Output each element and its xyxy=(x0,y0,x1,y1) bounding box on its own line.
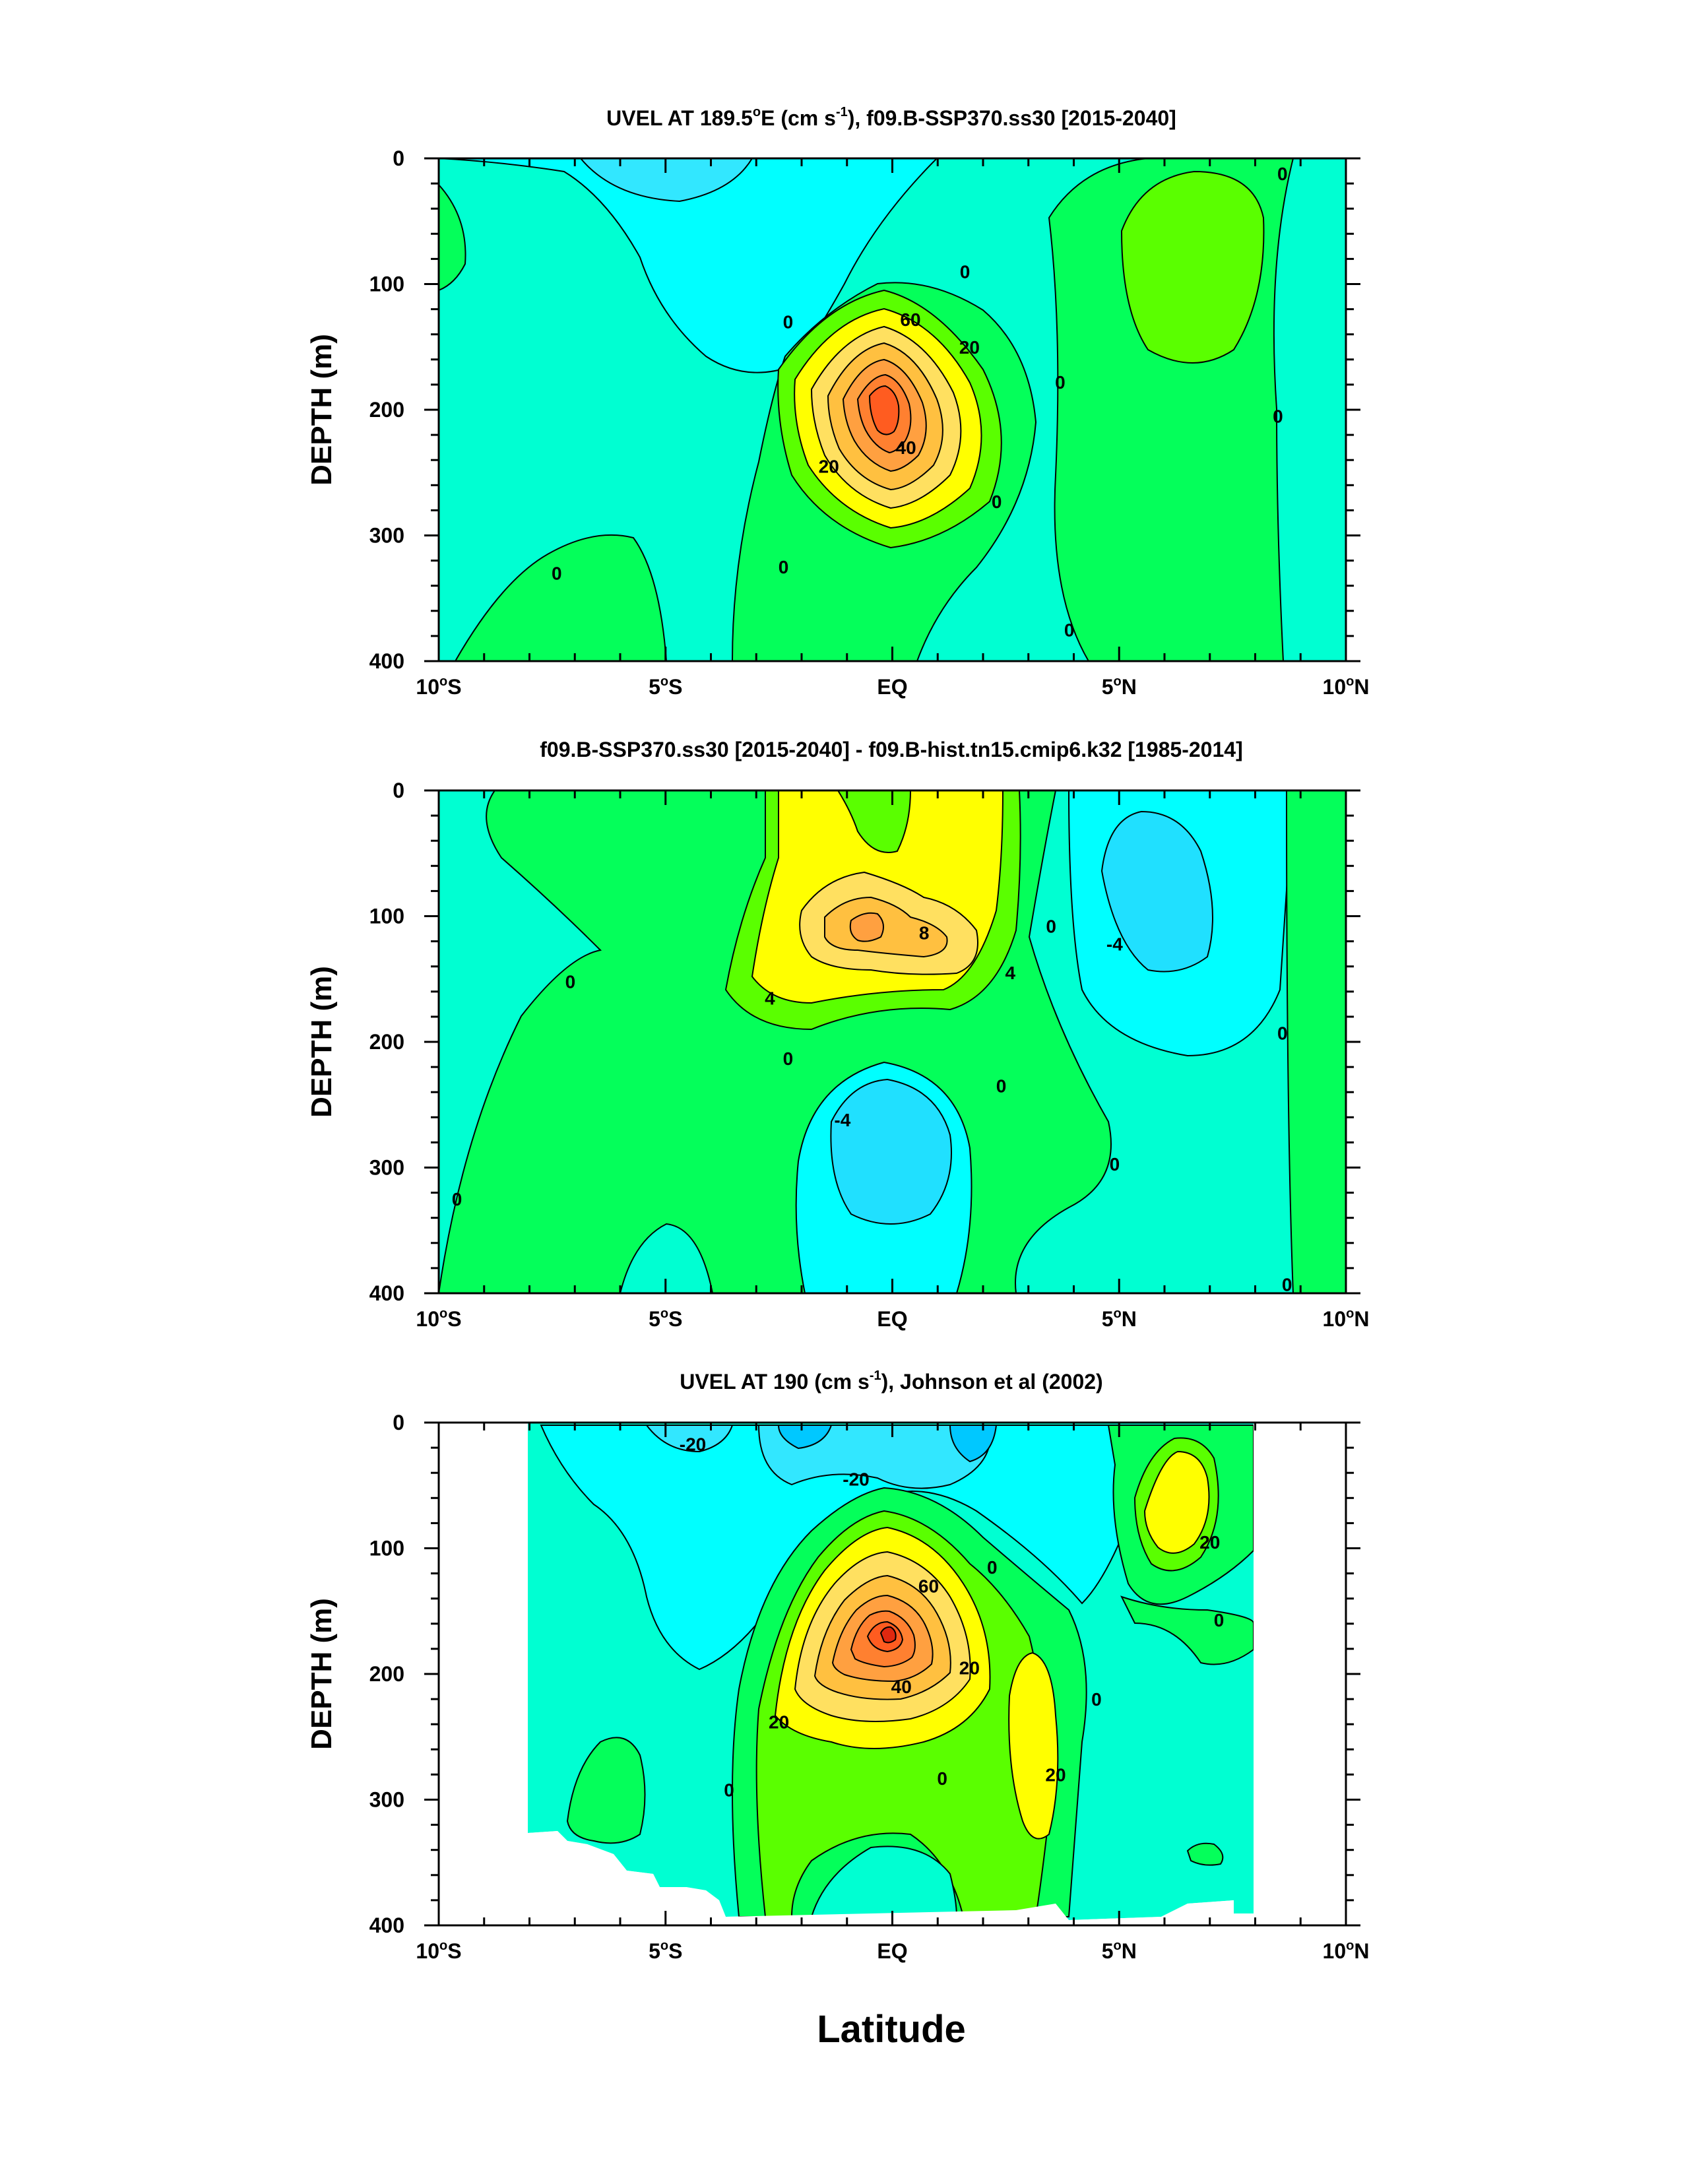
x-tick-label: 10oN xyxy=(1323,1939,1370,1963)
contour-label: 4 xyxy=(1005,963,1015,983)
y-tick-label: 200 xyxy=(369,1662,404,1686)
contour-label: 0 xyxy=(452,1189,462,1209)
contour-label: 0 xyxy=(783,1048,794,1069)
contour-label: 20 xyxy=(819,457,839,477)
panel-1: UVEL AT 189.5oE (cm s-1), f09.B-SSP370.s… xyxy=(305,105,1369,699)
panel-1-title: UVEL AT 189.5oE (cm s-1), f09.B-SSP370.s… xyxy=(606,105,1176,130)
contour-label: -4 xyxy=(834,1110,850,1130)
x-tick-label: 5oS xyxy=(649,1939,682,1963)
contour-label: -20 xyxy=(843,1469,869,1490)
contour-label: 40 xyxy=(896,437,916,458)
contour-label: -20 xyxy=(680,1434,706,1454)
y-tick-label: 200 xyxy=(369,1030,404,1054)
panel-2: f09.B-SSP370.ss30 [2015-2040] - f09.B-hi… xyxy=(305,738,1369,1331)
y-tick-label: 0 xyxy=(393,1411,404,1434)
y-tick-label: 400 xyxy=(369,1281,404,1305)
panel-1-contour-labels: 0 0 0 0 0 0 0 0 0 20 20 40 60 xyxy=(552,164,1288,641)
contour-label: 0 xyxy=(1282,1275,1292,1295)
x-tick-label: EQ xyxy=(877,675,907,699)
x-tick-label: 10oS xyxy=(416,674,461,699)
contour-label: 0 xyxy=(783,312,794,333)
contour-label: 0 xyxy=(1055,372,1066,393)
panel-2-ylabel: DEPTH (m) xyxy=(305,966,338,1118)
y-tick-label: 100 xyxy=(369,905,404,928)
y-tick-label: 100 xyxy=(369,1537,404,1560)
x-tick-label: 5oN xyxy=(1102,674,1137,699)
y-tick-label: 300 xyxy=(369,1788,404,1812)
contour-label: 0 xyxy=(987,1557,998,1578)
contour-label: 0 xyxy=(1091,1689,1102,1710)
contour-label: -4 xyxy=(1106,934,1123,954)
contour-label: 0 xyxy=(996,1076,1007,1097)
panel-3: UVEL AT 190 (cm s-1), Johnson et al (200… xyxy=(305,1368,1369,2051)
contour-label: 20 xyxy=(769,1712,789,1732)
x-axis-label: Latitude xyxy=(817,2008,966,2051)
contour-label: 0 xyxy=(1273,406,1283,427)
contour-label: 20 xyxy=(1045,1764,1066,1785)
contour-label: 0 xyxy=(565,972,576,992)
panel-1-contour-field xyxy=(439,158,1346,661)
contour-label: 60 xyxy=(900,309,920,330)
y-tick-label: 400 xyxy=(369,649,404,673)
panel-1-ylabel: DEPTH (m) xyxy=(305,334,338,486)
contour-label: 20 xyxy=(959,337,980,358)
x-tick-label: 10oN xyxy=(1323,1306,1370,1331)
panel-2-contour-field xyxy=(439,790,1346,1293)
x-tick-label: 10oN xyxy=(1323,674,1370,699)
y-tick-label: 200 xyxy=(369,398,404,422)
y-tick-label: 400 xyxy=(369,1913,404,1937)
contour-label: 4 xyxy=(765,988,775,1008)
x-tick-label: 10oS xyxy=(416,1939,461,1963)
contour-label: 0 xyxy=(937,1768,947,1789)
panel-3-title: UVEL AT 190 (cm s-1), Johnson et al (200… xyxy=(680,1368,1102,1394)
contour-label: 0 xyxy=(1046,916,1056,937)
x-tick-label: EQ xyxy=(877,1307,907,1331)
contour-label: 0 xyxy=(1110,1154,1120,1174)
y-tick-label: 0 xyxy=(393,779,404,802)
panel-3-contour-field xyxy=(439,1423,1346,1925)
panel-2-title: f09.B-SSP370.ss30 [2015-2040] - f09.B-hi… xyxy=(540,738,1242,761)
y-tick-label: 100 xyxy=(369,273,404,296)
panel-3-contour-labels: -20 -20 0 0 0 0 0 20 20 20 20 40 60 xyxy=(680,1434,1225,1800)
contour-label: 40 xyxy=(891,1677,912,1697)
contour-label: 20 xyxy=(959,1657,980,1678)
panel-3-ylabel: DEPTH (m) xyxy=(305,1598,338,1750)
y-tick-label: 0 xyxy=(393,146,404,170)
x-tick-label: EQ xyxy=(877,1939,907,1963)
contour-label: 0 xyxy=(1214,1610,1225,1630)
x-tick-label: 5oN xyxy=(1102,1306,1137,1331)
contour-label: 20 xyxy=(1199,1532,1220,1553)
x-tick-label: 5oS xyxy=(649,1306,682,1331)
contour-label: 0 xyxy=(992,492,1002,512)
contour-label: 0 xyxy=(724,1780,734,1800)
contour-label: 0 xyxy=(1277,1023,1288,1044)
x-tick-label: 5oS xyxy=(649,674,682,699)
x-tick-label: 10oS xyxy=(416,1306,461,1331)
x-tick-label: 5oN xyxy=(1102,1939,1137,1963)
contour-label: 0 xyxy=(1064,620,1075,640)
y-tick-label: 300 xyxy=(369,1156,404,1180)
contour-label: 0 xyxy=(960,261,971,282)
contour-label: 0 xyxy=(779,557,789,577)
y-tick-label: 300 xyxy=(369,524,404,548)
panel-2-contour-labels: 0 0 0 0 0 0 0 0 -4 -4 4 4 8 xyxy=(452,916,1292,1295)
contour-label: 8 xyxy=(919,922,930,943)
contour-label: 0 xyxy=(552,563,562,584)
contour-label: 60 xyxy=(918,1576,939,1597)
contour-label: 0 xyxy=(1277,164,1288,184)
